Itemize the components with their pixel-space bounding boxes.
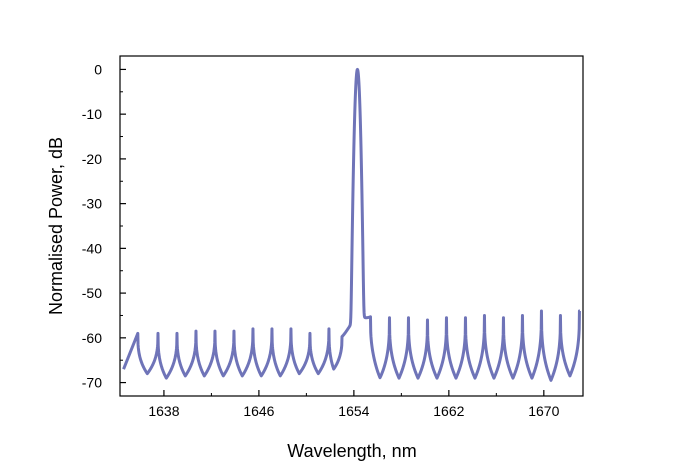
- plot-frame: [119, 55, 584, 397]
- y-tick-labels: 0 -10 -20 -30 -40 -50 -60 -70: [82, 61, 102, 390]
- spectrum-series-line: [122, 67, 582, 382]
- y-tick-label: -70: [82, 375, 102, 391]
- y-tick-label: -10: [82, 106, 102, 122]
- x-tick-label: 1646: [243, 403, 274, 419]
- x-tick-labels: 1638 1646 1654 1662 1670: [148, 403, 559, 419]
- y-tick-label: 0: [94, 61, 102, 77]
- x-tick-label: 1670: [528, 403, 559, 419]
- y-axis-title: Normalised Power, dB: [46, 137, 66, 315]
- x-tick-label: 1662: [433, 403, 464, 419]
- x-tick-label: 1638: [148, 403, 179, 419]
- y-tick-label: -50: [82, 285, 102, 301]
- y-tick-label: -20: [82, 151, 102, 167]
- y-tick-label: -30: [82, 196, 102, 212]
- x-axis-title: Wavelength, nm: [287, 441, 416, 461]
- y-tick-label: -40: [82, 240, 102, 256]
- y-tick-label: -60: [82, 330, 102, 346]
- x-tick-label: 1654: [338, 403, 369, 419]
